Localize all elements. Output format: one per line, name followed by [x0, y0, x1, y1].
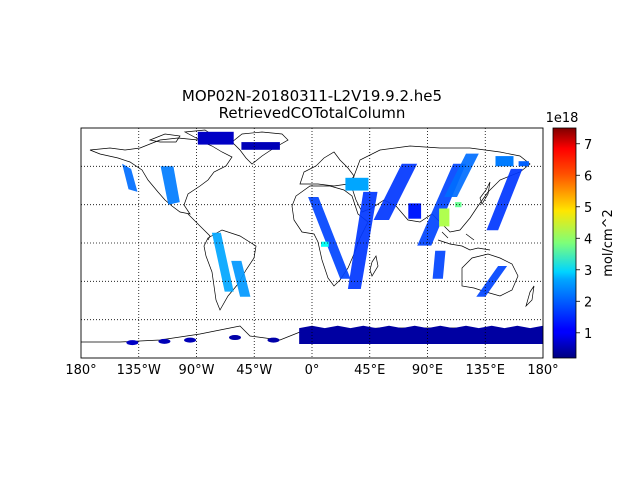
- co-column-data: [122, 131, 543, 346]
- chart-subtitle: RetrievedCOTotalColumn: [219, 104, 406, 122]
- data-patch: [241, 142, 280, 150]
- colorbar-exponent: 1e18: [546, 111, 579, 126]
- colorbar-tick-label: 6: [584, 169, 592, 184]
- data-patch: [439, 208, 450, 227]
- colorbar-ticks: 1 2 3 4 5 6 7: [576, 138, 592, 342]
- colorbar-tick-label: 3: [584, 264, 592, 279]
- data-swath: [432, 250, 446, 279]
- colorbar-tick-label: 2: [584, 295, 592, 310]
- antarctic-data-spot: [126, 340, 139, 346]
- antarctic-data-spot: [267, 337, 280, 343]
- data-swath: [444, 153, 479, 197]
- data-swath: [486, 168, 523, 231]
- x-axis: 180° 135°W 90°W 45°W 0° 45°E 90°E 135°E 180°: [65, 363, 558, 378]
- data-patch: [345, 177, 369, 191]
- data-swath: [347, 191, 378, 289]
- data-patch: [455, 202, 462, 208]
- antarctic-data-spot: [158, 338, 171, 344]
- colorbar-tick-label: 5: [584, 201, 592, 216]
- x-tick-label: 45°E: [354, 363, 385, 378]
- colorbar-tick-label: 1: [584, 327, 592, 342]
- data-patch: [197, 131, 234, 145]
- coastline-europe: [299, 151, 355, 187]
- coastline-north-america: [89, 137, 233, 215]
- coastlines: [81, 129, 544, 343]
- data-swath: [476, 266, 508, 297]
- map-frame: [80, 127, 544, 359]
- x-tick-label: 90°E: [412, 363, 443, 378]
- data-swath: [373, 163, 418, 220]
- data-patch: [408, 203, 422, 219]
- data-swath: [231, 260, 251, 297]
- data-patch: [321, 241, 329, 247]
- data-swath: [160, 166, 180, 205]
- coastline-madagascar: [369, 255, 379, 277]
- coastline-asia: [351, 145, 531, 233]
- x-tick-label: 180°: [65, 363, 96, 378]
- antarctic-data-spot: [184, 337, 197, 343]
- colorbar: 1e18 1 2 3 4 5 6 7 mol/cm^2: [546, 111, 616, 359]
- data-swath: [211, 232, 234, 292]
- data-patch: [518, 161, 529, 167]
- map-area: [80, 127, 544, 359]
- chart-title: MOP02N-20180311-L2V19.9.2.he5: [182, 87, 442, 105]
- data-swath: [308, 197, 351, 279]
- x-tick-label: 180°: [527, 363, 558, 378]
- colorbar-label: mol/cm^2: [601, 209, 616, 277]
- data-swath: [122, 163, 138, 192]
- coastline-south-america: [203, 229, 257, 311]
- x-tick-label: 135°E: [465, 363, 505, 378]
- colorbar-scale: [552, 127, 577, 359]
- x-tick-label: 135°W: [117, 363, 161, 378]
- x-tick-label: 45°W: [236, 363, 272, 378]
- x-tick-label: 90°W: [179, 363, 215, 378]
- data-patch: [495, 156, 514, 167]
- colorbar-tick-label: 7: [584, 138, 592, 153]
- x-tick-label: 0°: [305, 363, 320, 378]
- gridlines: [81, 128, 543, 358]
- antarctic-data-spot: [229, 335, 241, 341]
- antarctic-data-band: [299, 325, 543, 344]
- colorbar-tick-label: 4: [584, 232, 592, 247]
- coastline-new-zealand: [525, 285, 535, 308]
